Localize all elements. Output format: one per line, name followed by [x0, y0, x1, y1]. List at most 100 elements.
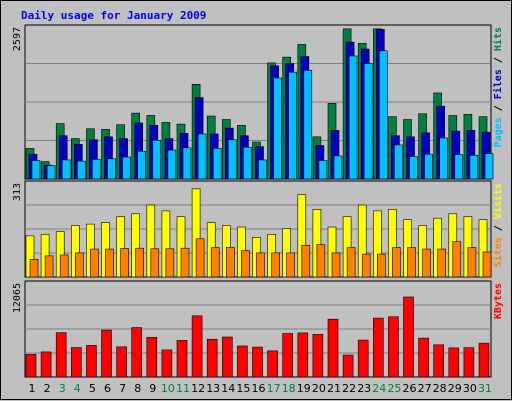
visits-sites-sites-bar-day-23	[361, 253, 371, 278]
x-tick-label-day-19: 19	[297, 382, 311, 395]
kbytes-kbytes-bar-day-11	[176, 340, 188, 378]
kbytes-kbytes-bar-day-18	[282, 333, 294, 378]
hits-files-pages-pages-bar-day-15	[243, 146, 252, 180]
visits-sites-sites-bar-day-7	[120, 248, 129, 278]
kbytes-kbytes-bar-day-5	[86, 345, 97, 378]
hits-files-pages-pages-bar-day-23	[363, 63, 373, 180]
hits-files-pages-pages-bar-day-9	[152, 140, 162, 180]
kbytes-kbytes-bar-day-15	[237, 345, 248, 378]
kbytes-max-label: 12065	[12, 283, 23, 313]
x-tick-label-day-29: 29	[448, 382, 462, 395]
hits-files-pages-pages-bar-day-2	[46, 165, 56, 180]
visits-sites-sites-bar-day-1	[29, 259, 39, 278]
hits-files-pages-pages-bar-day-14	[228, 139, 237, 180]
hits-files-pages-legend-part-0: Pages	[493, 117, 504, 147]
hits-files-pages-legend-part-2: Files	[492, 69, 504, 99]
x-tick-label-day-23: 23	[357, 382, 371, 395]
visits-sites-sites-bar-day-22	[346, 247, 356, 278]
visits-sites-sites-bar-day-21	[331, 252, 341, 278]
visits-sites-max-label: 313	[12, 183, 23, 201]
kbytes-kbytes-bar-day-9	[146, 337, 158, 378]
x-tick-label-day-28: 28	[433, 382, 447, 395]
kbytes-kbytes-bar-day-8	[131, 327, 142, 378]
kbytes-kbytes-bar-day-6	[101, 329, 112, 378]
hits-files-pages-pages-bar-day-16	[258, 159, 267, 180]
visits-sites-sites-bar-day-6	[105, 248, 114, 278]
hits-files-pages-pages-bar-day-3	[61, 159, 71, 180]
visits-sites-sites-bar-day-24	[376, 253, 386, 278]
hits-files-pages-legend-part-4: Hits	[492, 27, 504, 51]
hits-files-pages-pages-bar-day-31	[484, 153, 494, 180]
x-tick-label-day-4: 4	[74, 382, 81, 395]
hits-files-pages-pages-bar-day-7	[122, 156, 131, 180]
kbytes-kbytes-bar-day-10	[161, 349, 173, 378]
visits-sites-sites-bar-day-20	[316, 244, 326, 278]
hits-files-pages-pages-bar-day-8	[137, 150, 146, 180]
x-tick-label-day-5: 5	[89, 382, 96, 395]
visits-sites-legend-part-2: Visits	[492, 183, 504, 219]
visits-sites-sites-bar-day-14	[226, 247, 235, 278]
kbytes-kbytes-bar-day-29	[448, 347, 460, 378]
x-tick-label-day-7: 7	[119, 382, 126, 395]
x-tick-label-day-21: 21	[327, 382, 341, 395]
visits-sites-sites-bar-day-3	[59, 254, 69, 278]
kbytes-kbytes-bar-day-1	[25, 354, 37, 378]
visits-sites-sites-bar-day-19	[301, 244, 311, 278]
x-tick-label-day-25: 25	[387, 382, 401, 395]
visits-sites-legend: Sites / Visits	[492, 183, 504, 267]
x-tick-label-day-11: 11	[176, 382, 190, 395]
kbytes-kbytes-bar-day-28	[433, 344, 445, 378]
visits-sites-sites-bar-day-30	[467, 247, 477, 278]
visits-sites-sites-bar-day-18	[286, 252, 296, 278]
hits-files-pages-legend-part-1: /	[493, 99, 504, 117]
kbytes-legend-part-0: KBytes	[493, 283, 504, 319]
x-tick-label-day-3: 3	[59, 382, 66, 395]
visits-sites-sites-bar-day-13	[210, 247, 220, 278]
visits-sites-sites-bar-day-16	[256, 252, 265, 278]
kbytes-kbytes-bar-day-3	[55, 332, 67, 378]
x-tick-label-day-18: 18	[282, 382, 296, 395]
kbytes-kbytes-bar-day-22	[342, 354, 354, 378]
kbytes-kbytes-bar-day-17	[267, 350, 278, 378]
kbytes-kbytes-bar-day-19	[297, 332, 309, 378]
x-tick-label-day-27: 27	[418, 382, 432, 395]
visits-sites-sites-bar-day-27	[422, 248, 431, 278]
hits-files-pages-pages-bar-day-20	[318, 160, 328, 180]
hits-files-pages-pages-bar-day-13	[212, 148, 222, 180]
kbytes-kbytes-bar-day-27	[418, 337, 429, 378]
page-title: Daily usage for January 2009	[21, 9, 207, 22]
hits-files-pages-pages-bar-day-17	[273, 77, 282, 180]
kbytes-kbytes-bar-day-14	[222, 336, 233, 378]
kbytes-kbytes-bar-day-20	[312, 334, 324, 378]
hits-files-pages-pages-bar-day-26	[409, 156, 418, 180]
x-tick-label-day-30: 30	[463, 382, 477, 395]
x-tick-label-day-1: 1	[29, 382, 36, 395]
hits-files-pages-pages-bar-day-6	[107, 158, 116, 180]
kbytes-kbytes-bar-day-25	[388, 316, 399, 378]
kbytes-kbytes-bar-day-24	[372, 317, 384, 378]
kbytes-kbytes-bar-day-30	[463, 347, 475, 378]
x-tick-label-day-13: 13	[206, 382, 220, 395]
visits-sites-sites-bar-day-29	[452, 241, 462, 278]
hits-files-pages-pages-bar-day-29	[454, 154, 464, 180]
hits-files-pages-pages-bar-day-28	[439, 137, 449, 180]
kbytes-kbytes-bar-day-31	[478, 342, 490, 378]
visits-sites-sites-bar-day-4	[75, 252, 84, 278]
hits-files-pages-pages-bar-day-21	[333, 155, 343, 180]
x-tick-label-day-26: 26	[403, 382, 417, 395]
x-tick-label-day-12: 12	[191, 382, 205, 395]
visits-sites-legend-part-1: /	[493, 219, 504, 237]
x-tick-label-day-2: 2	[44, 382, 51, 395]
x-tick-label-day-8: 8	[134, 382, 141, 395]
kbytes-kbytes-bar-day-2	[40, 351, 52, 378]
hits-files-pages-pages-bar-day-1	[31, 160, 41, 180]
x-tick-label-day-20: 20	[312, 382, 326, 395]
visits-sites-sites-bar-day-11	[180, 247, 190, 278]
visits-sites-sites-bar-day-8	[135, 247, 144, 278]
hits-files-pages-pages-bar-day-27	[424, 153, 433, 180]
visits-sites-sites-bar-day-15	[241, 250, 250, 278]
visits-sites-sites-bar-day-9	[150, 248, 160, 278]
x-tick-label-day-9: 9	[149, 382, 156, 395]
